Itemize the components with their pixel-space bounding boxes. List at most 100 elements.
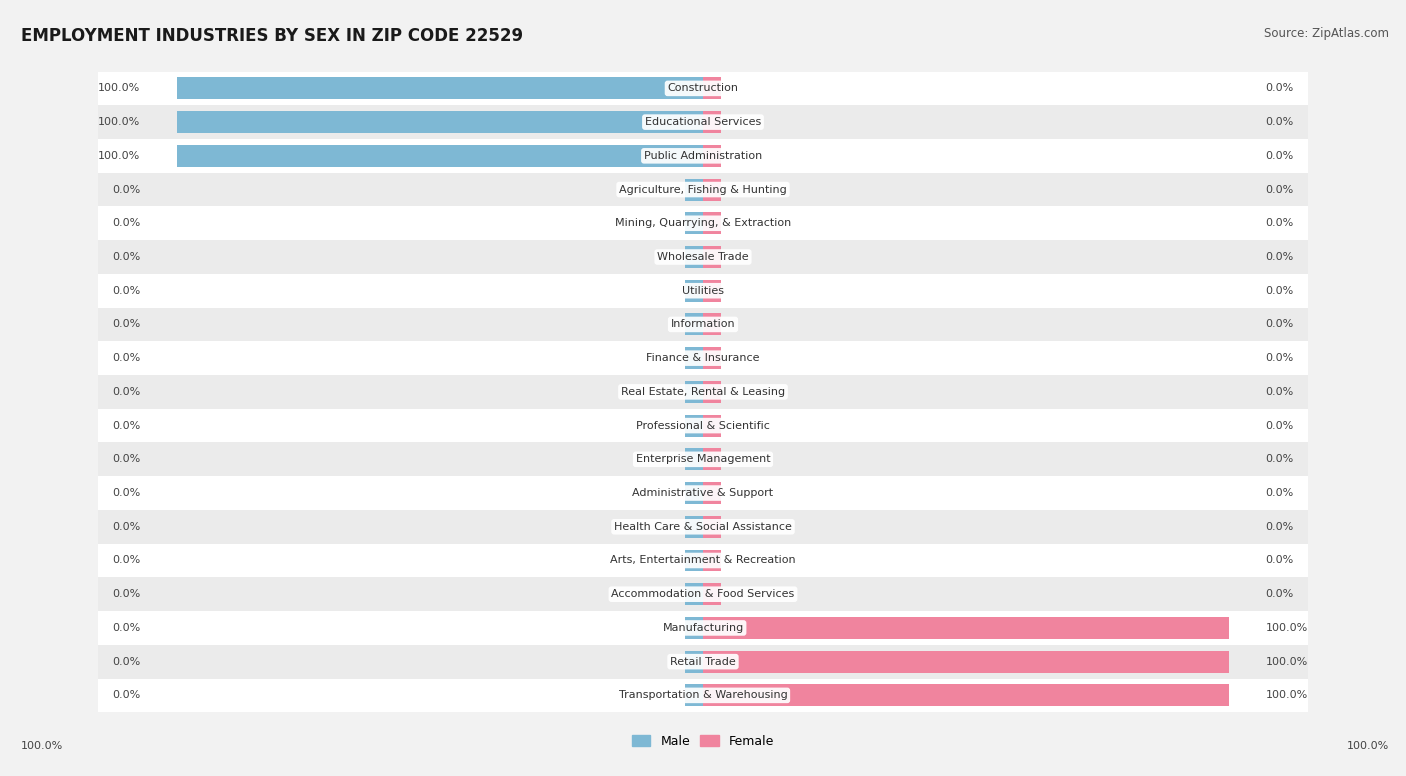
Bar (703, 516, 721, 538)
Bar (98, 577, 1308, 611)
Text: 0.0%: 0.0% (1265, 488, 1294, 498)
Bar (98, 611, 1308, 645)
Text: 0.0%: 0.0% (1265, 117, 1294, 127)
Text: Public Administration: Public Administration (644, 151, 762, 161)
Text: Mining, Quarrying, & Extraction: Mining, Quarrying, & Extraction (614, 218, 792, 228)
Text: Agriculture, Fishing & Hunting: Agriculture, Fishing & Hunting (619, 185, 787, 195)
Text: Enterprise Management: Enterprise Management (636, 454, 770, 464)
Bar (703, 651, 1229, 673)
Text: 0.0%: 0.0% (112, 421, 141, 431)
Bar (703, 584, 721, 605)
Text: 0.0%: 0.0% (1265, 556, 1294, 566)
Bar (685, 651, 703, 673)
Bar (703, 381, 721, 403)
Bar (98, 173, 1308, 206)
Text: 100.0%: 100.0% (1265, 656, 1308, 667)
Bar (98, 206, 1308, 240)
Bar (98, 274, 1308, 307)
Bar (703, 213, 721, 234)
Text: 0.0%: 0.0% (112, 656, 141, 667)
Text: Administrative & Support: Administrative & Support (633, 488, 773, 498)
Text: 0.0%: 0.0% (112, 286, 141, 296)
Text: Wholesale Trade: Wholesale Trade (657, 252, 749, 262)
Bar (703, 178, 721, 200)
Text: 100.0%: 100.0% (1265, 623, 1308, 633)
Text: 0.0%: 0.0% (1265, 185, 1294, 195)
Bar (685, 516, 703, 538)
Legend: Male, Female: Male, Female (627, 729, 779, 753)
Bar (685, 280, 703, 302)
Text: 0.0%: 0.0% (1265, 454, 1294, 464)
Bar (98, 375, 1308, 409)
Bar (177, 145, 703, 167)
Text: 0.0%: 0.0% (112, 185, 141, 195)
Text: 0.0%: 0.0% (1265, 252, 1294, 262)
Text: 0.0%: 0.0% (1265, 286, 1294, 296)
Bar (685, 584, 703, 605)
Bar (685, 617, 703, 639)
Text: 0.0%: 0.0% (112, 320, 141, 330)
Text: 0.0%: 0.0% (1265, 353, 1294, 363)
Text: 0.0%: 0.0% (1265, 83, 1294, 93)
Bar (703, 246, 721, 268)
Bar (177, 111, 703, 133)
Text: EMPLOYMENT INDUSTRIES BY SEX IN ZIP CODE 22529: EMPLOYMENT INDUSTRIES BY SEX IN ZIP CODE… (21, 27, 523, 45)
Bar (685, 246, 703, 268)
Text: 100.0%: 100.0% (98, 83, 141, 93)
Text: 0.0%: 0.0% (112, 623, 141, 633)
Bar (98, 240, 1308, 274)
Text: 0.0%: 0.0% (1265, 387, 1294, 397)
Text: Retail Trade: Retail Trade (671, 656, 735, 667)
Text: 100.0%: 100.0% (1347, 741, 1389, 751)
Bar (98, 544, 1308, 577)
Bar (703, 314, 721, 335)
Bar (703, 482, 721, 504)
Bar (98, 307, 1308, 341)
Bar (685, 684, 703, 706)
Text: Transportation & Warehousing: Transportation & Warehousing (619, 691, 787, 701)
Text: 0.0%: 0.0% (112, 218, 141, 228)
Bar (703, 78, 721, 99)
Text: Construction: Construction (668, 83, 738, 93)
Text: 0.0%: 0.0% (112, 521, 141, 532)
Text: 0.0%: 0.0% (1265, 421, 1294, 431)
Bar (703, 549, 721, 571)
Text: 0.0%: 0.0% (1265, 589, 1294, 599)
Text: 0.0%: 0.0% (112, 353, 141, 363)
Text: Health Care & Social Assistance: Health Care & Social Assistance (614, 521, 792, 532)
Bar (685, 449, 703, 470)
Bar (685, 213, 703, 234)
Bar (98, 139, 1308, 173)
Bar (177, 78, 703, 99)
Text: Source: ZipAtlas.com: Source: ZipAtlas.com (1264, 27, 1389, 40)
Text: Finance & Insurance: Finance & Insurance (647, 353, 759, 363)
Bar (703, 617, 1229, 639)
Text: 100.0%: 100.0% (1265, 691, 1308, 701)
Bar (98, 341, 1308, 375)
Text: 0.0%: 0.0% (112, 556, 141, 566)
Bar (703, 449, 721, 470)
Bar (685, 414, 703, 437)
Text: 0.0%: 0.0% (112, 589, 141, 599)
Text: Utilities: Utilities (682, 286, 724, 296)
Text: Arts, Entertainment & Recreation: Arts, Entertainment & Recreation (610, 556, 796, 566)
Bar (98, 510, 1308, 544)
Text: 0.0%: 0.0% (1265, 218, 1294, 228)
Bar (98, 678, 1308, 712)
Text: Accommodation & Food Services: Accommodation & Food Services (612, 589, 794, 599)
Bar (685, 178, 703, 200)
Text: 0.0%: 0.0% (1265, 521, 1294, 532)
Bar (98, 409, 1308, 442)
Text: 100.0%: 100.0% (98, 117, 141, 127)
Text: 0.0%: 0.0% (112, 252, 141, 262)
Bar (98, 106, 1308, 139)
Text: Educational Services: Educational Services (645, 117, 761, 127)
Text: 0.0%: 0.0% (112, 454, 141, 464)
Bar (703, 111, 721, 133)
Text: 0.0%: 0.0% (1265, 320, 1294, 330)
Bar (703, 414, 721, 437)
Text: Professional & Scientific: Professional & Scientific (636, 421, 770, 431)
Bar (685, 347, 703, 369)
Bar (98, 71, 1308, 106)
Bar (703, 280, 721, 302)
